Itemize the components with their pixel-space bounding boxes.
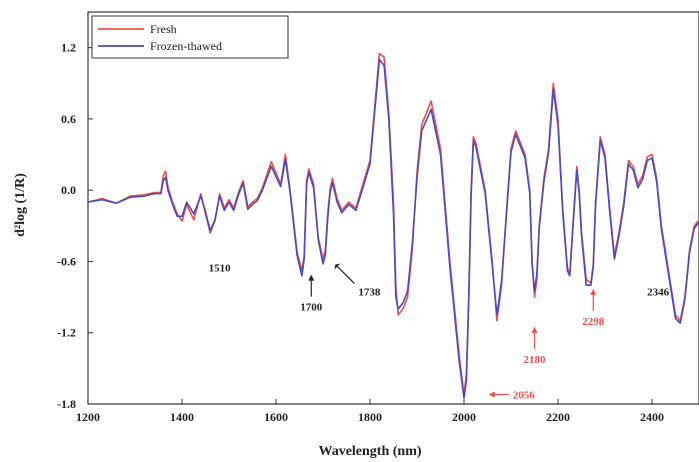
peak-label: 1738 [358,286,381,298]
peak-label: 2346 [647,287,670,299]
series-layer [87,52,699,399]
annotation-arrow [336,266,355,284]
axis-ticks: 1200 1400 1600 1800 2000 2200 2400 1.2 0.6 0.0 -0.… [57,41,664,424]
annotation-arrowhead [590,288,597,295]
legend: Fresh Frozen-thawed [91,15,289,59]
x-axis-title: Wavelength (nm) [318,444,421,459]
x-tick-label: 1400 [170,410,194,424]
y-tick-label: 1.2 [61,41,76,55]
y-tick-label: -1.2 [57,326,76,340]
y-tick-label: -1.8 [57,397,76,411]
annotation-arrowhead [531,326,538,333]
annotation-arrowhead [334,263,341,270]
y-axis-title: d²log (1/R) [13,173,28,237]
annotation-arrowhead [308,274,315,281]
annotation-layer: 1510 1700 1738 2056 2180 2298 2346 [209,263,670,402]
x-tick-label: 2200 [546,410,570,424]
y-tick-label: 0.6 [61,112,76,126]
peak-label: 1700 [300,302,323,314]
y-tick-label: 0.0 [61,183,76,197]
series-line-frozen-thawed [87,58,699,399]
legend-box [91,15,289,59]
peak-label: 2298 [582,316,605,328]
plot-frame [87,11,699,405]
y-tick-label: -0.6 [57,254,76,268]
peak-label: 1510 [209,263,232,275]
x-tick-label: 1200 [76,410,100,424]
legend-label-fresh: Fresh [150,22,177,36]
x-tick-label: 2000 [452,410,476,424]
x-tick-label: 1600 [264,410,288,424]
legend-label-frozen-thawed: Frozen-thawed [150,39,222,53]
x-tick-label: 1800 [358,410,382,424]
peak-label: 2180 [524,354,547,366]
x-tick-label: 2400 [640,410,664,424]
annotation-arrowhead [488,391,495,398]
peak-label: 2056 [513,389,536,401]
